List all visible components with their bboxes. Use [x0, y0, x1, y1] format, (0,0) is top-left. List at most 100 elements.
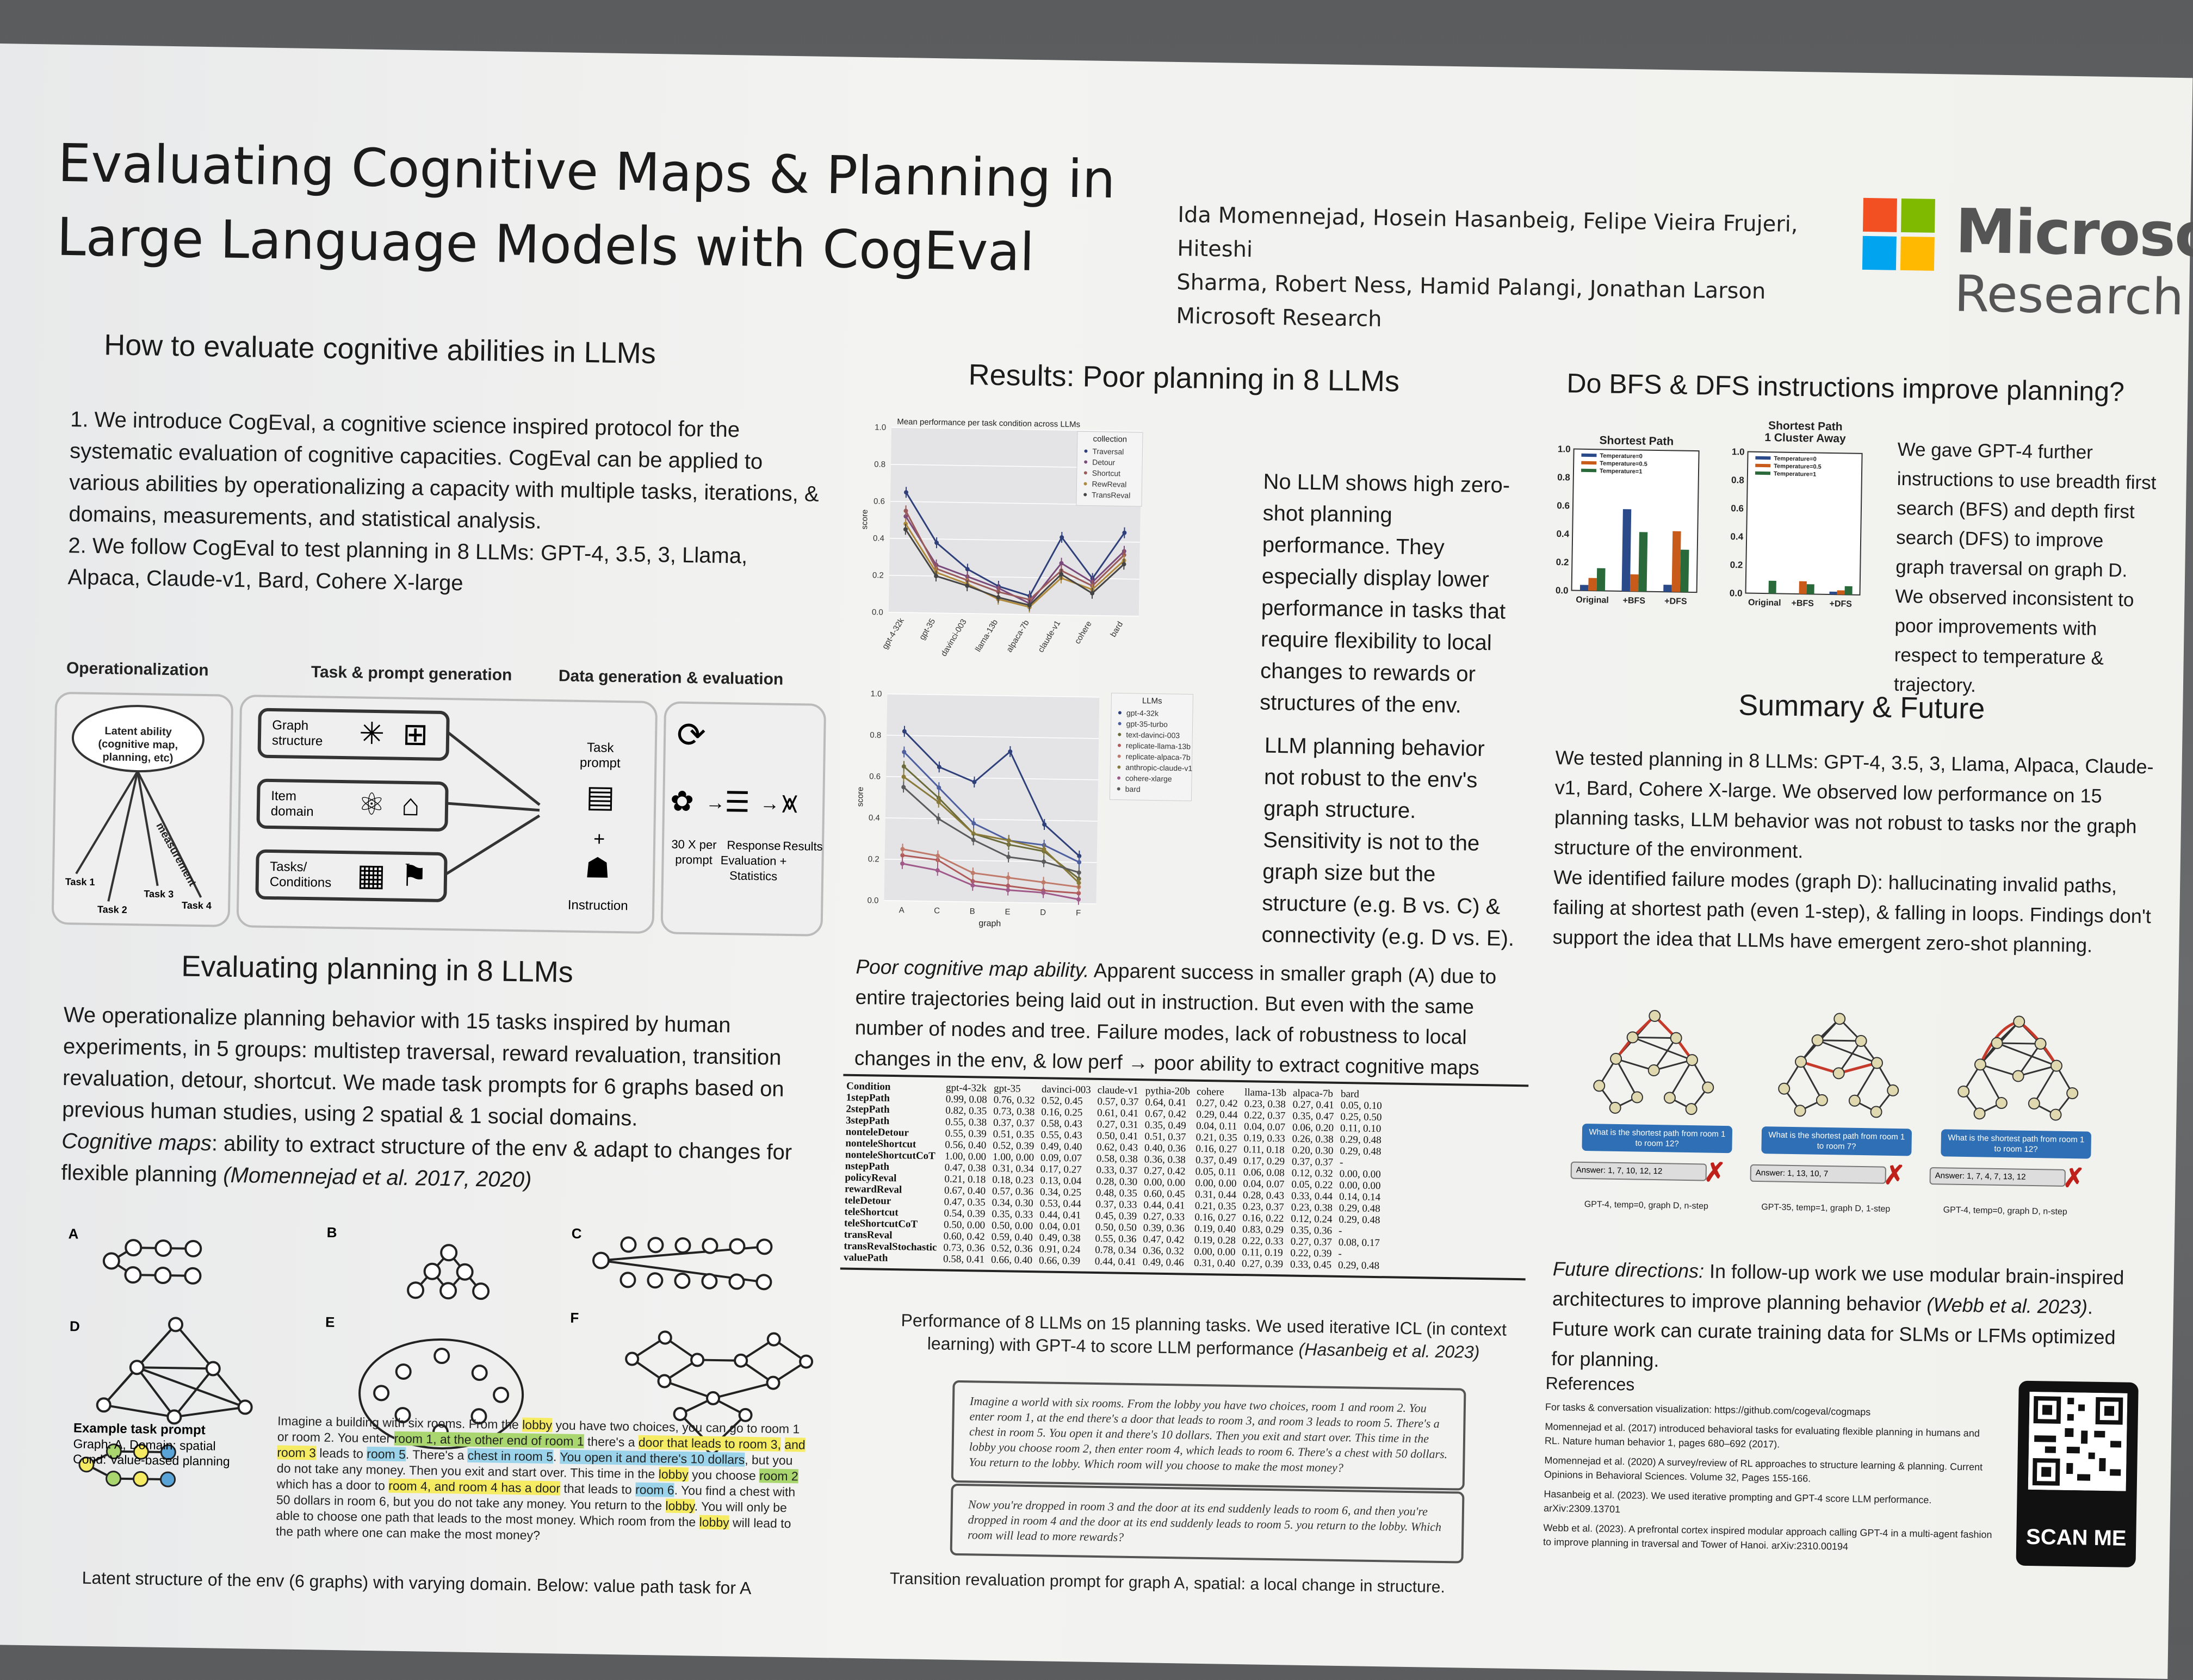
table-cell: transRevalStochastic: [840, 1241, 940, 1254]
table-cell: 0.23, 0.38: [1241, 1098, 1290, 1110]
graph-label-a: A: [68, 1225, 78, 1242]
table-cell: 0.99, 0.08: [943, 1093, 990, 1105]
table-cell: 0.57, 0.36: [989, 1186, 1037, 1198]
x-tick-label: bard: [1108, 620, 1125, 638]
table-cell: 0.14, 0.14: [1336, 1191, 1384, 1203]
legend-entry: bard: [1125, 785, 1141, 793]
table-header-cell: gpt-35: [990, 1083, 1038, 1095]
table-cell: 0.45, 0.39: [1092, 1210, 1140, 1222]
table-cell: 0.58, 0.41: [940, 1253, 988, 1265]
table-cell: 0.21, 0.35: [1193, 1132, 1241, 1144]
example-text-segment: You open it and there's 10 dollars: [560, 1449, 745, 1466]
qr-code-card[interactable]: SCAN ME: [2016, 1381, 2138, 1567]
table-cell: 0.73, 0.36: [940, 1242, 988, 1254]
y-tick-label: 0.8: [874, 460, 885, 469]
table-cell: 0.27, 0.39: [1238, 1258, 1287, 1270]
example-text-segment: you choose: [689, 1467, 760, 1483]
bar: [1845, 586, 1853, 595]
chart-title: Mean performance per task condition acro…: [897, 417, 1080, 429]
example-text-segment: lobby: [665, 1499, 695, 1514]
table-cell: 0.48, 0.35: [1093, 1187, 1141, 1199]
wrong-answer-icon: ✗: [1703, 1157, 1726, 1188]
graph-label-e: E: [325, 1314, 335, 1330]
legend-entry: Shortcut: [1092, 469, 1120, 478]
table-cell: teleShortcutCoT: [841, 1218, 940, 1231]
transition-prompt-1: Imagine a world with six rooms. From the…: [951, 1380, 1466, 1491]
bar: [1622, 509, 1632, 591]
table-cell: 0.16, 0.25: [1038, 1106, 1094, 1119]
table-cell: 0.57, 0.37: [1094, 1096, 1142, 1108]
diagram-col-operationalization: Operationalization: [66, 659, 209, 680]
results-label: Results: [781, 839, 825, 854]
table-cell: 0.50, 0.41: [1093, 1130, 1141, 1142]
table-cell: 0.26, 0.38: [1289, 1133, 1337, 1145]
table-cell: 0.06, 0.20: [1289, 1121, 1337, 1133]
table-cell: 0.37, 0.33: [1092, 1199, 1140, 1211]
authors: Ida Momennejad, Hosein Hasanbeig, Felipe…: [1176, 198, 1820, 343]
table-cell: 0.55, 0.39: [942, 1127, 990, 1139]
graph-label-f: F: [570, 1310, 579, 1326]
instructor-icon: ☗: [585, 852, 611, 885]
bar: [1580, 585, 1588, 591]
transition-prompt-2: Now you're dropped in room 3 and the doo…: [950, 1484, 1465, 1564]
legend-entry: Temperature=0: [1774, 455, 1817, 462]
failure-question: What is the shortest path from room 1 to…: [1582, 1124, 1732, 1153]
table-cell: 0.31, 0.34: [989, 1163, 1037, 1175]
example-text-segment: leads to: [316, 1446, 367, 1460]
table-cell: 0.55, 0.43: [1038, 1129, 1094, 1142]
table-cell: -: [1335, 1248, 1383, 1260]
example-text-segment: which has a door to: [276, 1477, 388, 1492]
y-tick-label: 0.8: [1557, 472, 1570, 482]
table-cell: 0.19, 0.28: [1191, 1235, 1239, 1247]
example-text-segment: chest in room 5: [468, 1448, 554, 1464]
table-cell: 0.61, 0.41: [1094, 1107, 1142, 1119]
table-cell: 0.78, 0.34: [1092, 1244, 1139, 1256]
x-tick-label: Original: [1748, 598, 1781, 608]
legend-entry: gpt-35-turbo: [1126, 720, 1168, 729]
table-cell: 0.25, 0.50: [1337, 1111, 1385, 1123]
table-cell: valuePath: [840, 1252, 940, 1265]
graph-label-d: D: [70, 1318, 80, 1334]
legend-marker: [1755, 472, 1770, 475]
x-tick-label: +BFS: [1791, 599, 1814, 609]
graphs-caption: Latent structure of the env (6 graphs) w…: [82, 1568, 751, 1598]
table-cell: 0.23, 0.37: [1240, 1201, 1288, 1213]
task-1-label: Task 1: [65, 876, 95, 888]
y-tick-label: 0.0: [867, 896, 878, 905]
table-cell: 0.00, 0.00: [1192, 1177, 1240, 1189]
example-text-segment: lobby: [699, 1515, 729, 1530]
table-cell: 0.20, 0.30: [1288, 1144, 1336, 1156]
y-tick-label: 0.4: [873, 534, 884, 543]
example-condition: Cond: Value-based planning: [73, 1451, 230, 1469]
table-cell: 0.56, 0.40: [941, 1139, 989, 1151]
table-header-cell: alpaca-7b: [1290, 1087, 1337, 1099]
logo-sub: Research: [1954, 265, 2184, 327]
bar: [1672, 531, 1681, 592]
tasks-conditions-label: Tasks/ Conditions: [270, 859, 341, 891]
table-cell: 0.64, 0.41: [1142, 1096, 1193, 1108]
table-cell: 0.60, 0.45: [1141, 1188, 1192, 1200]
graph-label-b: B: [327, 1224, 337, 1241]
table-cell: 0.73, 0.38: [990, 1106, 1038, 1118]
map-icon: ▦: [357, 857, 386, 892]
section2-citation: (Momennejad et al. 2017, 2020): [223, 1163, 532, 1192]
table-cell: 0.67, 0.40: [941, 1185, 989, 1197]
example-text-segment: that leads to: [560, 1481, 635, 1497]
table-cell: 0.16, 0.27: [1192, 1143, 1240, 1155]
example-task-header: Example task prompt Graph: A, Domain: sp…: [73, 1421, 231, 1469]
table-header-cell: llama-13b: [1241, 1087, 1290, 1099]
table-cell: 0.49, 0.46: [1139, 1256, 1191, 1268]
scan-me-label: SCAN ME: [2016, 1525, 2136, 1551]
bar: [1807, 584, 1814, 594]
table-cell: 0.22, 0.39: [1287, 1247, 1335, 1259]
diagram-col-task-prompt: Task & prompt generation: [311, 663, 512, 685]
reference-item: For tasks & conversation visualization: …: [1545, 1400, 1997, 1421]
tasks-conditions-box: Tasks/ Conditions ▦ ⚑: [255, 850, 447, 903]
legend-entry: gpt-4-32k: [1126, 709, 1159, 718]
table-cell: 0.36, 0.38: [1141, 1154, 1193, 1166]
table-header-cell: bard: [1337, 1088, 1385, 1100]
wrong-answer-icon: ✗: [1883, 1160, 1905, 1191]
prompt-caption: Transition revaluation prompt for graph …: [890, 1570, 1446, 1597]
table-header-cell: cohere: [1193, 1086, 1241, 1098]
